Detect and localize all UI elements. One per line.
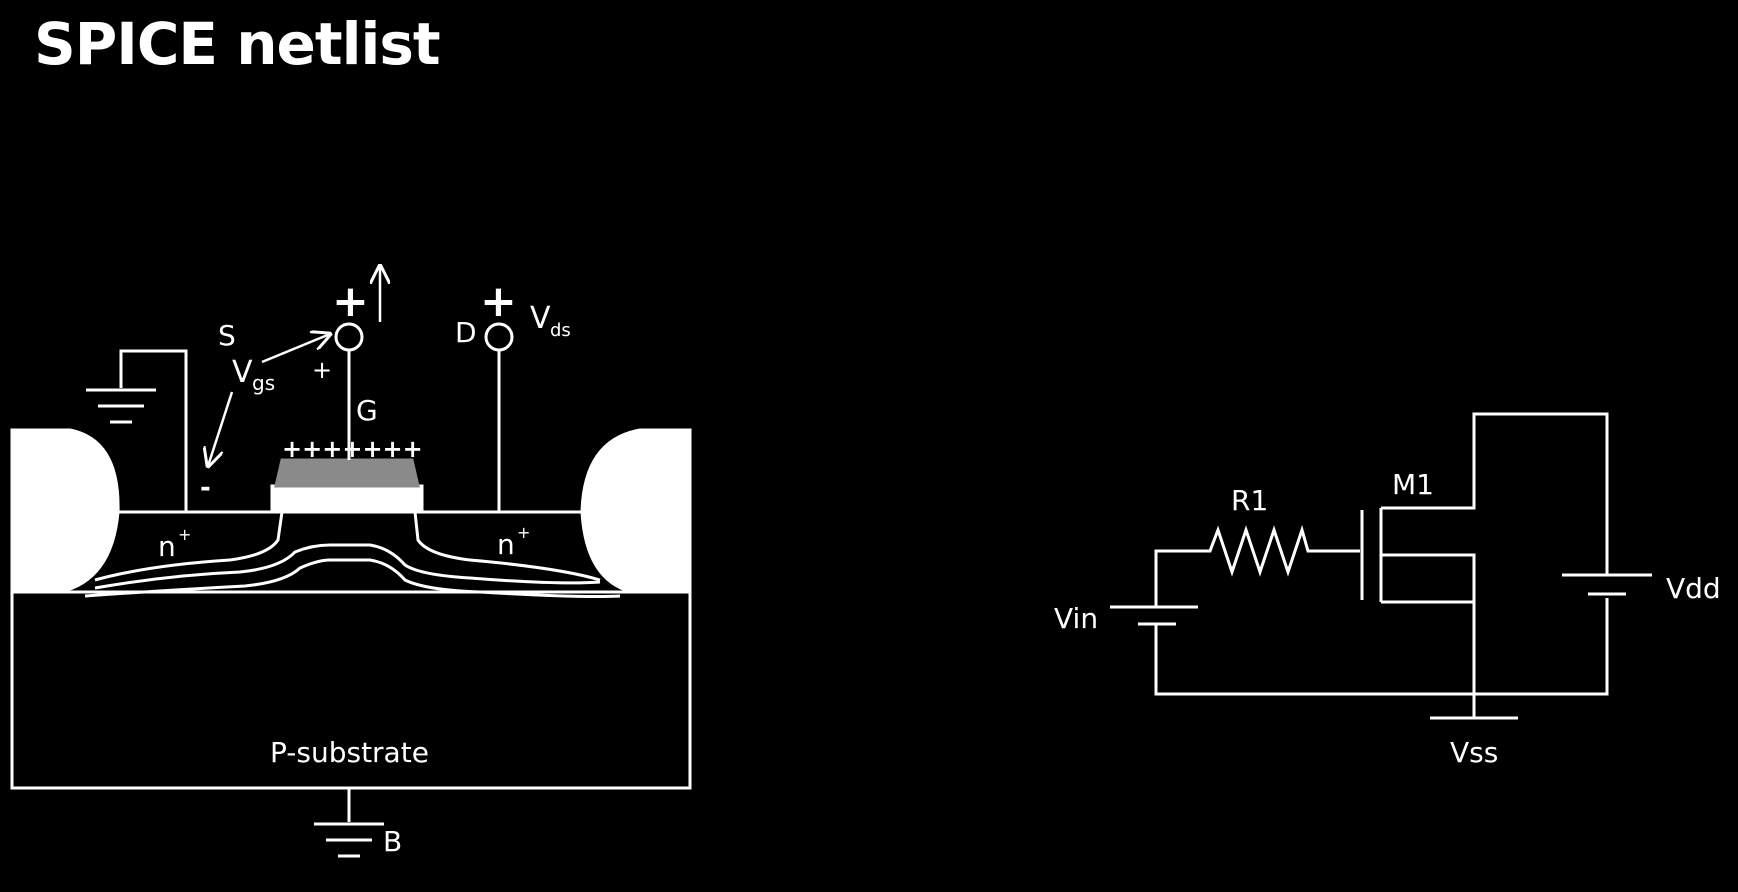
n-plus-right: n	[497, 528, 515, 561]
field-oxide-right	[580, 428, 692, 594]
vgs-arrow-down	[208, 391, 234, 466]
r1-label: R1	[1231, 484, 1268, 517]
field-oxide-left	[10, 428, 120, 594]
body-label: B	[383, 825, 402, 858]
vdd-label: Vdd	[1666, 572, 1721, 605]
depletion-boundary-inner	[94, 543, 601, 590]
gate-plus-small: +	[312, 356, 332, 384]
drain-terminal	[484, 322, 514, 352]
bottom-wire	[1154, 598, 1609, 696]
m1-drain-wire	[1381, 412, 1609, 575]
gate-poly	[274, 458, 420, 488]
gate-contact	[270, 484, 424, 514]
source-label: S	[218, 319, 236, 352]
vss-label: Vss	[1450, 736, 1498, 769]
gate-terminal	[334, 322, 364, 352]
vds-label: V	[530, 301, 551, 336]
r1-resistor	[1206, 524, 1360, 577]
mosfet-cross-section	[10, 266, 692, 858]
vgs-sub-label: gs	[252, 371, 275, 395]
gate-label: G	[356, 394, 378, 427]
source-wire	[119, 349, 188, 512]
n-plus-right-boundary	[413, 511, 601, 582]
substrate-label: P-substrate	[270, 736, 429, 769]
n-plus-left-boundary	[94, 511, 284, 582]
vgs-arrow-up	[261, 334, 330, 364]
circuit-schematic	[1110, 412, 1652, 720]
mosfet-labels: S V gs + + - G +++++++ + D V ds n + n + …	[158, 276, 571, 858]
gate-charges: +++++++	[282, 435, 423, 463]
n-plus-right-sup: +	[517, 523, 530, 542]
depletion-boundary-outer	[84, 558, 621, 598]
source-minus: -	[200, 473, 211, 503]
substrate-outline	[10, 430, 692, 790]
vds-sub-label: ds	[550, 320, 571, 341]
vgs-label: V	[232, 355, 253, 390]
n-plus-left-sup: +	[178, 525, 191, 544]
n-plus-left: n	[158, 530, 176, 563]
drain-plus: +	[480, 276, 517, 327]
vin-label: Vin	[1054, 602, 1098, 635]
m1-label: M1	[1392, 468, 1434, 501]
gate-plus-big: +	[332, 276, 369, 327]
drain-label: D	[455, 316, 477, 349]
vin-top-wire	[1154, 549, 1206, 607]
page-title: SPICE netlist	[34, 10, 441, 78]
circuit-labels: R1 M1 Vin Vdd Vss	[1054, 468, 1721, 769]
m1-source-wire	[1381, 553, 1476, 694]
